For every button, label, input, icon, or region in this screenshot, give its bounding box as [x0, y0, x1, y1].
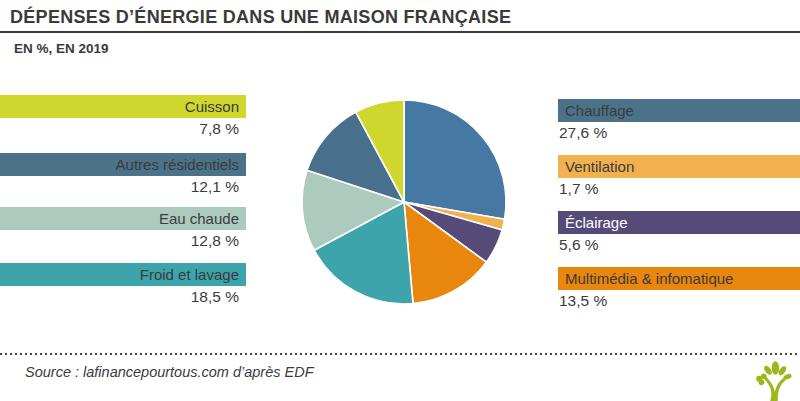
- legend-bar-autres-residentiels: Autres résidentiels: [0, 153, 246, 176]
- legend-bar-eau-chaude: Eau chaude: [0, 207, 246, 230]
- legend-bar-chauffage: Chauffage: [558, 99, 800, 122]
- legend-value-froid-et-lavage: 18,5 %: [0, 288, 246, 306]
- legend-bar-ventilation: Ventilation: [558, 155, 800, 178]
- legend-bar-multimedia: Multimédia & infomatique: [558, 267, 800, 290]
- legend-item-autres-residentiels: Autres résidentiels 12,1 %: [0, 153, 246, 196]
- pie-chart: [299, 97, 509, 307]
- legend-value-autres-residentiels: 12,1 %: [0, 178, 246, 196]
- legend-label-multimedia: Multimédia & infomatique: [565, 270, 733, 287]
- page-title: DÉPENSES D’ÉNERGIE DANS UNE MAISON FRANÇ…: [10, 7, 511, 28]
- legend-label-cuisson: Cuisson: [185, 98, 239, 115]
- legend-bar-froid-et-lavage: Froid et lavage: [0, 263, 246, 286]
- legend-label-eclairage: Éclairage: [565, 214, 628, 231]
- pie-slice-chauffage: [404, 100, 506, 219]
- legend-value-chauffage: 27,6 %: [558, 124, 800, 142]
- chart-subtitle: EN %, EN 2019: [14, 41, 109, 56]
- dotted-separator: [0, 353, 800, 355]
- legend-item-cuisson: Cuisson 7,8 %: [0, 95, 246, 138]
- legend-item-ventilation: Ventilation 1,7 %: [558, 155, 800, 198]
- infographic-energy-expenses: DÉPENSES D’ÉNERGIE DANS UNE MAISON FRANÇ…: [0, 0, 800, 401]
- legend-item-chauffage: Chauffage 27,6 %: [558, 99, 800, 142]
- legend-value-eau-chaude: 12,8 %: [0, 232, 246, 250]
- legend-value-eclairage: 5,6 %: [558, 236, 800, 254]
- tree-logo: [752, 360, 796, 401]
- legend-label-froid-et-lavage: Froid et lavage: [140, 266, 239, 283]
- legend-value-multimedia: 13,5 %: [558, 292, 800, 310]
- legend-value-cuisson: 7,8 %: [0, 120, 246, 138]
- legend-value-ventilation: 1,7 %: [558, 180, 800, 198]
- source-text: Source : lafinancepourtous.com d’après E…: [25, 364, 314, 380]
- legend-label-chauffage: Chauffage: [565, 102, 634, 119]
- legend-item-froid-et-lavage: Froid et lavage 18,5 %: [0, 263, 246, 306]
- legend-item-multimedia: Multimédia & infomatique 13,5 %: [558, 267, 800, 310]
- title-underline: [0, 31, 800, 33]
- legend-bar-eclairage: Éclairage: [558, 211, 800, 234]
- legend-label-eau-chaude: Eau chaude: [159, 210, 239, 227]
- legend-bar-cuisson: Cuisson: [0, 95, 246, 118]
- legend-label-ventilation: Ventilation: [565, 158, 634, 175]
- legend-item-eau-chaude: Eau chaude 12,8 %: [0, 207, 246, 250]
- legend-item-eclairage: Éclairage 5,6 %: [558, 211, 800, 254]
- pie-chart-svg: [299, 97, 509, 307]
- legend-label-autres-residentiels: Autres résidentiels: [116, 156, 239, 173]
